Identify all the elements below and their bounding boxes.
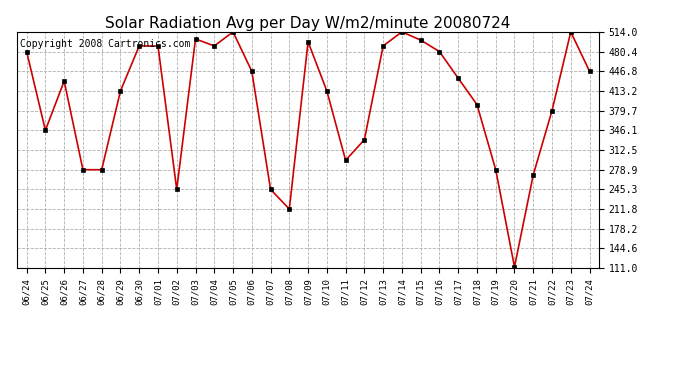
Text: Copyright 2008 Cartronics.com: Copyright 2008 Cartronics.com [20,39,190,49]
Title: Solar Radiation Avg per Day W/m2/minute 20080724: Solar Radiation Avg per Day W/m2/minute … [106,16,511,31]
